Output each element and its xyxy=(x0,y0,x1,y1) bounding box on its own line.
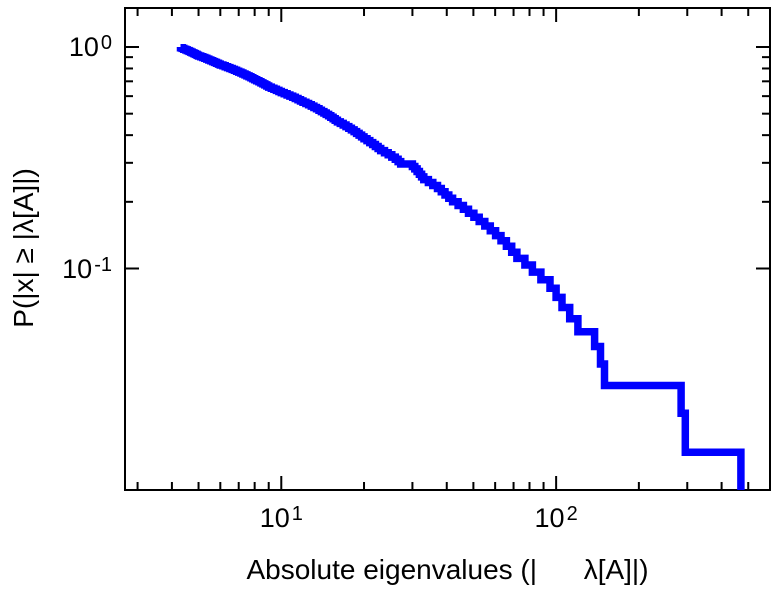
y-axis-label: P(|x| ≥ |λ[A]|) xyxy=(8,168,39,328)
x-axis-label: Absolute eigenvalues (| λ[A]|) xyxy=(246,554,649,585)
x-tick-label: 10 2 xyxy=(534,503,578,533)
plot-border xyxy=(124,7,771,491)
ccdf-curve xyxy=(176,43,745,490)
y-tick-label: 10 -1 xyxy=(62,253,112,284)
x-tick-label: 10 1 xyxy=(259,503,303,533)
y-tick-label: 10 0 xyxy=(68,32,112,62)
